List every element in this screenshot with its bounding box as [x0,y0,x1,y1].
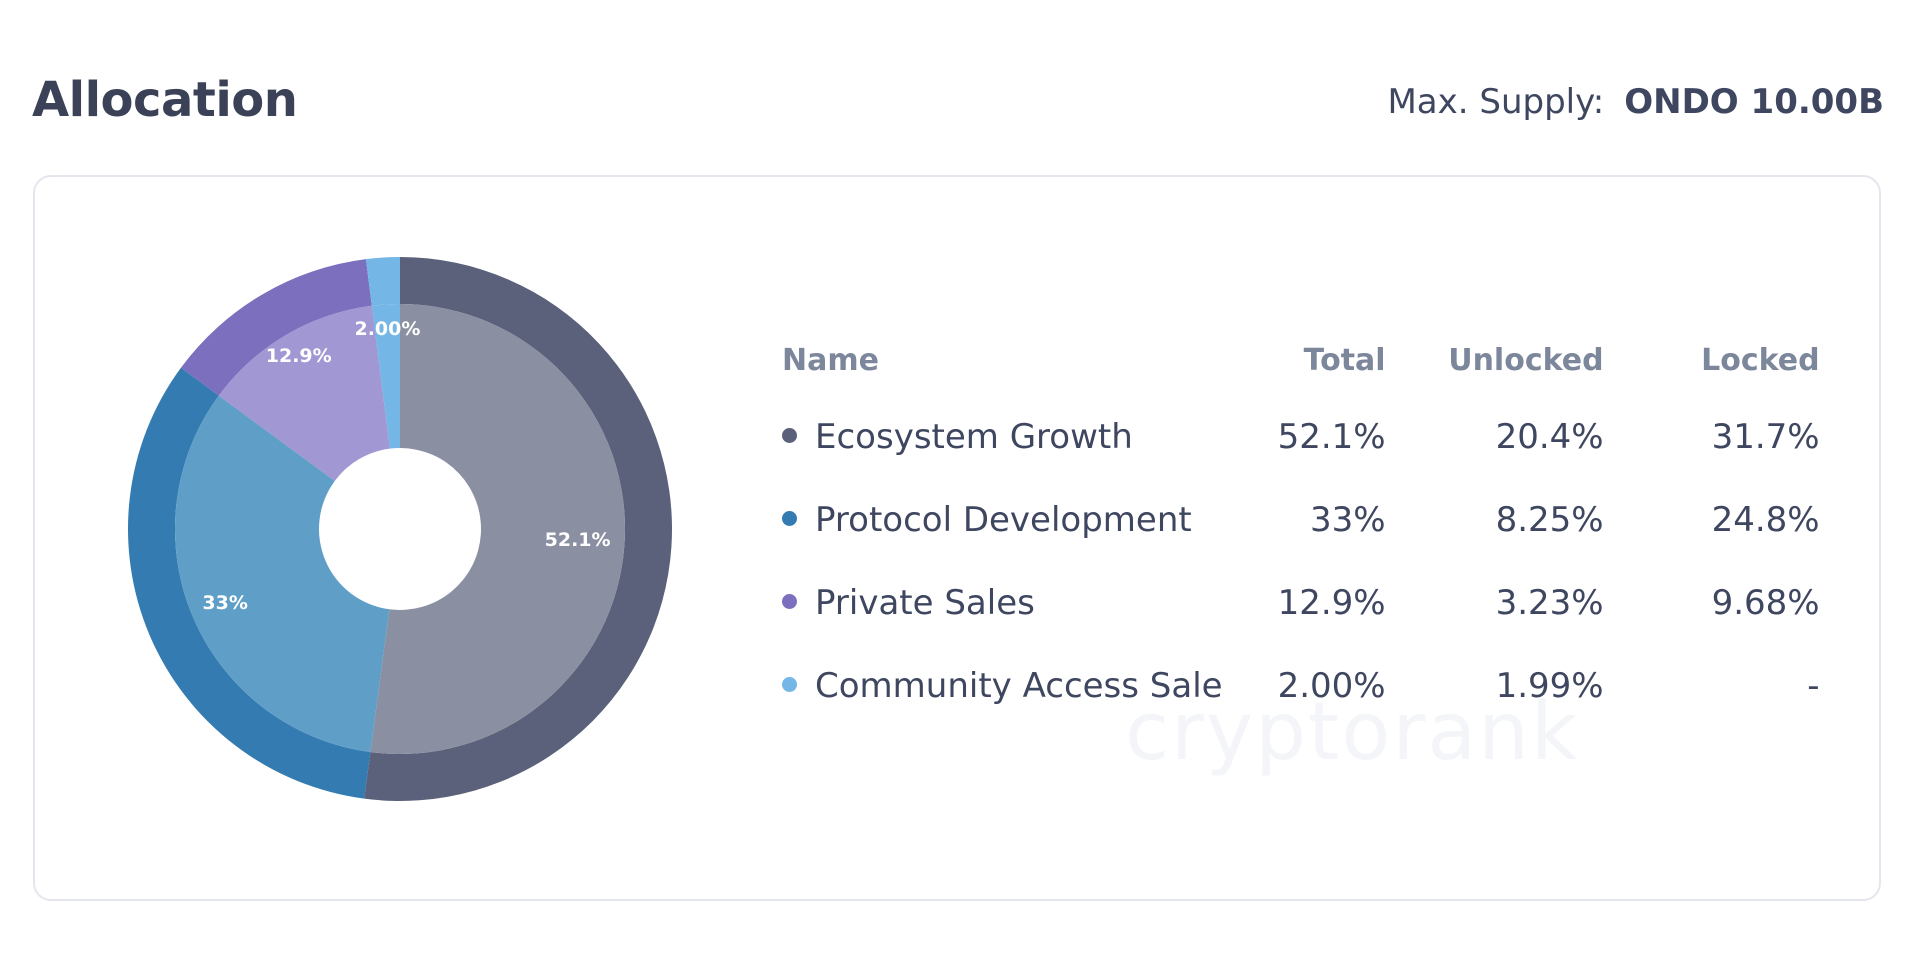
table-row[interactable]: Private Sales 12.9% 3.23% 9.68% [782,561,1820,644]
allocation-unlocked: 8.25% [1495,499,1604,540]
donut-label-community-access-sale: 2.00% [354,318,420,340]
allocation-donut-chart: 52.1% 33% 12.9% 2.00% [128,257,672,801]
donut-slice-inner-private-sales[interactable] [218,305,390,481]
allocation-name: Private Sales [782,561,1223,644]
allocation-name-text: Ecosystem Growth [815,416,1133,457]
allocation-name-text: Private Sales [815,582,1035,623]
allocation-name: Protocol Development [782,478,1223,561]
legend-dot [782,593,797,609]
allocation-name: Community Access Sale [782,644,1223,727]
donut-slice-community-access-sale[interactable] [365,257,400,306]
page-title: Allocation [32,72,298,128]
allocation-locked: 9.68% [1711,582,1820,623]
column-header-name[interactable]: Name [782,342,879,378]
allocation-name: Ecosystem Growth [782,395,1223,478]
allocation-card: 52.1% 33% 12.9% 2.00% cryptorank Name Total… [33,175,1881,901]
donut-slice-private-sales[interactable] [180,259,372,396]
donut-slice-ecosystem-growth[interactable] [364,257,672,801]
allocation-total: 33% [1310,499,1386,540]
legend-dot [782,427,797,443]
legend-dot [782,676,797,692]
max-supply: Max. Supply: ONDO 10.00B [1387,82,1884,122]
allocation-total: 52.1% [1277,416,1386,457]
allocation-locked: - [1807,665,1820,706]
table-row[interactable]: Ecosystem Growth 52.1% 20.4% 31.7% [782,395,1820,478]
donut-label-private-sales: 12.9% [266,345,332,367]
column-header-unlocked[interactable]: Unlocked [1448,342,1604,378]
allocation-total: 2.00% [1277,665,1386,706]
allocation-unlocked: 1.99% [1495,665,1604,706]
donut-label-protocol-development: 33% [202,592,247,614]
table-header-row: Name Total Unlocked Locked [782,325,1820,395]
max-supply-label: Max. Supply: [1387,82,1605,122]
allocation-name-text: Community Access Sale [815,665,1223,706]
column-header-total[interactable]: Total [1303,342,1386,378]
donut-slice-inner-ecosystem-growth[interactable] [370,304,626,754]
allocation-total: 12.9% [1277,582,1386,623]
donut-slice-inner-community-access-sale[interactable] [371,304,400,449]
donut-slice-inner-protocol-development[interactable] [174,395,390,753]
allocation-table: Name Total Unlocked Locked Ecosystem Gro… [782,325,1820,727]
allocation-locked: 31.7% [1711,416,1820,457]
donut-label-ecosystem-growth: 52.1% [545,529,611,551]
column-header-locked[interactable]: Locked [1701,342,1820,378]
allocation-unlocked: 3.23% [1495,582,1604,623]
table-row[interactable]: Community Access Sale 2.00% 1.99% - [782,644,1820,727]
allocation-name-text: Protocol Development [815,499,1192,540]
allocation-unlocked: 20.4% [1495,416,1604,457]
max-supply-value: ONDO 10.00B [1624,82,1884,122]
allocation-locked: 24.8% [1711,499,1820,540]
legend-dot [782,510,797,526]
donut-slice-protocol-development[interactable] [128,367,371,799]
table-row[interactable]: Protocol Development 33% 8.25% 24.8% [782,478,1820,561]
